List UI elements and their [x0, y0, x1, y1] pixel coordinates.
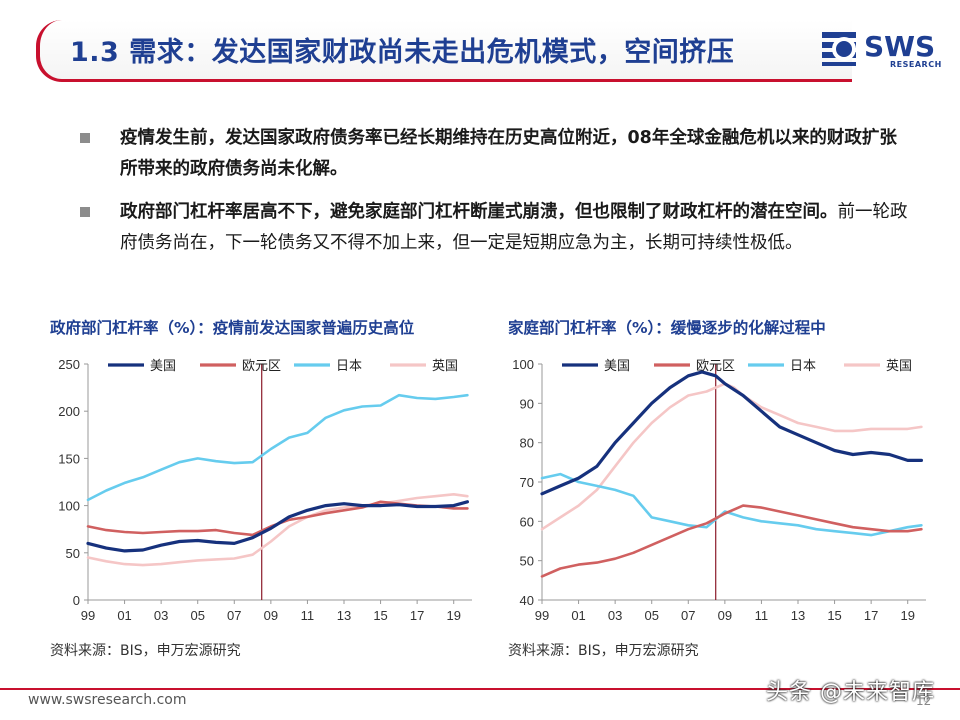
y-tick-label: 40 [520, 593, 534, 608]
legend-label: 欧元区 [696, 358, 735, 373]
title-banner [36, 20, 852, 82]
y-tick-label: 60 [520, 514, 534, 529]
bullet-square-icon [80, 133, 90, 143]
watermark: 头条 @未来智库 [766, 680, 935, 705]
x-tick-label: 19 [446, 608, 460, 623]
logo-subtext: RESEARCH [890, 60, 942, 69]
series-line [86, 393, 469, 502]
slide-title: 1.3 需求：发达国家财政尚未走出危机模式，空间挤压 [70, 37, 735, 68]
series-line [86, 493, 469, 567]
x-tick-label: 05 [644, 608, 658, 623]
legend-label: 日本 [790, 358, 816, 373]
x-tick-label: 19 [900, 608, 914, 623]
series-line [540, 504, 923, 578]
y-tick-label: 100 [58, 499, 80, 514]
y-tick-label: 70 [520, 475, 534, 490]
bullet-item: 疫情发生前，发达国家政府债务率已经长期维持在历史高位附近，08年全球金融危机以来… [80, 123, 910, 185]
y-tick-label: 100 [512, 357, 534, 372]
x-tick-label: 13 [791, 608, 805, 623]
y-tick-label: 150 [58, 451, 80, 466]
x-tick-label: 11 [755, 608, 769, 623]
x-tick-label: 17 [410, 608, 424, 623]
y-tick-label: 90 [520, 396, 534, 411]
x-tick-label: 01 [571, 608, 585, 623]
x-tick-label: 99 [81, 608, 95, 623]
chart-title-government: 政府部门杠杆率（%）：疫情前发达国家普遍历史高位 [50, 319, 415, 337]
series-line [540, 472, 923, 537]
y-tick-label: 80 [520, 436, 534, 451]
y-tick-label: 50 [66, 546, 80, 561]
series-line [86, 500, 469, 553]
x-tick-label: 09 [264, 608, 278, 623]
chart-title-household: 家庭部门杠杆率（%）：缓慢逐步的化解过程中 [508, 319, 826, 337]
slide-header: 1.3 需求：发达国家财政尚未走出危机模式，空间挤压 SWS RESEARCH [0, 0, 960, 100]
legend-label: 英国 [886, 358, 912, 373]
bullet-bold-text: 政府部门杠杆率居高不下，避免家庭部门杠杆断崖式崩溃，但也限制了财政杠杆的潜在空间… [120, 202, 838, 222]
x-tick-label: 17 [864, 608, 878, 623]
y-tick-label: 50 [520, 554, 534, 569]
government-leverage-chart: 0 50 100 150 200 250 99 01 03 05 07 09 11 13 15 17 19 美国 欧… [58, 357, 472, 623]
logo-text: SWS [864, 30, 936, 63]
footer-url: www.swsresearch.com [28, 692, 187, 708]
x-tick-label: 05 [190, 608, 204, 623]
page-number: 12 [916, 694, 932, 708]
legend-label: 美国 [150, 358, 176, 373]
chart-source-household: 资料来源：BIS，申万宏源研究 [508, 643, 699, 659]
y-tick-label: 250 [58, 357, 80, 372]
y-tick-label: 0 [73, 593, 80, 608]
household-leverage-chart: 40 50 60 70 80 90 100 99 01 03 05 07 09 11 13 15 17 19 美国 欧… [512, 357, 926, 623]
legend-label: 日本 [336, 358, 362, 373]
chart-source-government: 资料来源：BIS，申万宏源研究 [50, 643, 241, 659]
x-tick-label: 15 [373, 608, 387, 623]
sws-logo: SWS RESEARCH [820, 26, 950, 76]
x-tick-label: 09 [718, 608, 732, 623]
x-tick-label: 03 [608, 608, 622, 623]
bullet-list: 疫情发生前，发达国家政府债务率已经长期维持在历史高位附近，08年全球金融危机以来… [80, 123, 910, 271]
series-line [540, 382, 923, 531]
bullet-text: 前一轮政府债务尚在，下一轮债务又不得不加上来，但一定是短期应急为主，长期可持续性… [120, 202, 908, 253]
bullet-item: 政府部门杠杆率居高不下，避免家庭部门杠杆断崖式崩溃，但也限制了财政杠杆的潜在空间… [80, 197, 910, 259]
logo-mark-icon [822, 32, 856, 66]
x-tick-label: 13 [337, 608, 351, 623]
x-tick-label: 07 [227, 608, 241, 623]
x-tick-label: 11 [301, 608, 315, 623]
legend-label: 美国 [604, 358, 630, 373]
y-tick-label: 200 [58, 404, 80, 419]
x-tick-label: 99 [535, 608, 549, 623]
x-tick-label: 07 [681, 608, 695, 623]
x-tick-label: 03 [154, 608, 168, 623]
series-line [540, 370, 923, 496]
x-tick-label: 01 [117, 608, 131, 623]
legend-label: 欧元区 [242, 358, 281, 373]
footer-divider [0, 688, 960, 690]
bullet-square-icon [80, 207, 90, 217]
legend-label: 英国 [432, 358, 458, 373]
x-tick-label: 15 [827, 608, 841, 623]
bullet-bold-text: 疫情发生前，发达国家政府债务率已经长期维持在历史高位附近，08年全球金融危机以来… [120, 128, 897, 179]
